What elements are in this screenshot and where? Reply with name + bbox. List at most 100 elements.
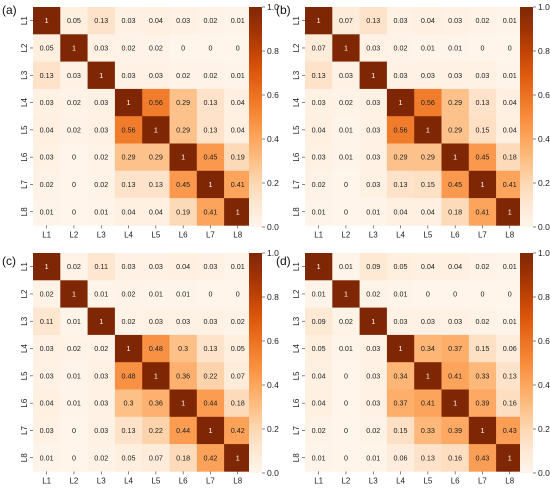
heatmap-cell [468, 444, 497, 472]
heatmap-cell [33, 334, 61, 363]
cell-value-label: 0.11 [40, 317, 53, 326]
cell-value-label: 0.03 [312, 153, 326, 162]
heatmap-cell [142, 362, 170, 390]
cell-value-label: 0.01 [94, 289, 108, 298]
heatmap-cell [196, 7, 225, 35]
y-tick-label: L5 [292, 125, 301, 134]
heatmap-cell [496, 170, 524, 199]
heatmap-cell [305, 116, 333, 144]
cell-value-label: 0.05 [312, 344, 326, 353]
heatmap-cell [468, 334, 497, 363]
heatmap-cell [33, 253, 61, 281]
heatmap-cell [332, 334, 360, 363]
panel-label: (b) [276, 3, 291, 17]
cell-value-label: 0.45 [448, 180, 462, 189]
cell-value-label: 0.05 [40, 43, 54, 52]
heatmap-cell [414, 7, 442, 35]
heatmap-cell [468, 362, 497, 390]
x-tick-label: L2 [341, 230, 350, 239]
cell-value-label: 0.02 [40, 180, 54, 189]
heatmap-cell [196, 334, 225, 363]
cell-value-label: 0 [344, 399, 348, 408]
cell-value-label: 0.13 [94, 16, 108, 25]
cell-value-label: 0.03 [149, 71, 163, 80]
cell-value-label: 1 [426, 125, 430, 134]
heatmap-cell [332, 7, 360, 35]
heatmap-cell [224, 170, 252, 199]
y-tick-label: L1 [20, 262, 29, 271]
heatmap-cell [496, 7, 524, 35]
cell-value-label: 0.3 [178, 344, 188, 353]
heatmap-cell [386, 34, 415, 62]
heatmap-cell [414, 362, 442, 390]
heatmap-cell [142, 198, 170, 226]
cell-value-label: 0.18 [176, 453, 190, 462]
heatmap-cell [196, 253, 225, 281]
heatmap-cell [359, 170, 388, 199]
cell-value-label: 0 [480, 43, 484, 52]
y-tick-label: L2 [20, 43, 29, 52]
heatmap-cell [359, 88, 388, 117]
heatmap-cell [169, 7, 198, 35]
y-tick-label: L3 [292, 316, 301, 325]
cell-value-label: 0.15 [394, 426, 408, 435]
heatmap-cell [87, 362, 116, 390]
cell-value-label: 0.34 [394, 371, 408, 380]
cell-value-label: 0.03 [366, 98, 380, 107]
heatmap-cell [414, 253, 442, 281]
cell-value-label: 0.41 [503, 180, 517, 189]
heatmap-cell [441, 389, 470, 418]
heatmap-cell [332, 389, 360, 418]
x-tick-label: L6 [451, 476, 460, 485]
cell-value-label: 0.22 [149, 426, 163, 435]
cell-value-label: 0.03 [366, 399, 380, 408]
colorbar-tick-label: 0.0 [267, 468, 279, 478]
heatmap-cell [196, 362, 225, 390]
colorbar-tick-label: 0.8 [538, 292, 550, 302]
heatmap-cell [441, 253, 470, 281]
cell-value-label: 0.06 [394, 453, 408, 462]
x-tick-label: L6 [451, 230, 460, 239]
heatmap-panel-1: (a)1 0.05 0.13 0.03 0.04 0.03 0.02 0.010.05 1 0.0… [2, 2, 279, 239]
heatmap-cell [60, 170, 88, 199]
cell-value-label: 0.01 [448, 43, 462, 52]
cell-value-label: 1 [399, 344, 403, 353]
x-tick-label: L8 [505, 230, 514, 239]
y-tick-label: L7 [292, 425, 301, 434]
y-tick-label: L4 [20, 344, 29, 353]
heatmap-cell [87, 334, 116, 363]
heatmap-cell [114, 7, 143, 35]
colorbar-tick-label: 0.6 [267, 336, 279, 346]
cell-value-label: 0.42 [231, 426, 245, 435]
cell-value-label: 0.03 [421, 317, 435, 326]
cell-value-label: 0.56 [122, 125, 136, 134]
heatmap-cell [114, 280, 143, 308]
cell-value-label: 1 [72, 289, 76, 298]
cell-value-label: 0 [344, 453, 348, 462]
cell-value-label: 1 [399, 98, 403, 107]
heatmap-cell [142, 61, 170, 90]
heatmap-cell [224, 389, 252, 418]
heatmap-cell [305, 143, 333, 172]
heatmap-cell [87, 61, 116, 90]
cell-value-label: 0.04 [40, 399, 54, 408]
x-tick-label: L2 [69, 230, 78, 239]
heatmap-cell [386, 444, 415, 472]
y-tick-label: L5 [292, 371, 301, 380]
heatmap-cell [468, 143, 497, 172]
cell-value-label: 0.13 [122, 426, 136, 435]
heatmap-cell [169, 170, 198, 199]
cell-value-label: 0.04 [503, 125, 517, 134]
cell-value-label: 0.13 [149, 180, 163, 189]
cell-value-label: 0.01 [176, 289, 190, 298]
x-tick-label: L3 [97, 230, 106, 239]
heatmap-cell [33, 34, 61, 62]
cell-value-label: 1 [208, 180, 212, 189]
cell-value-label: 0.29 [448, 125, 462, 134]
cell-value-label: 1 [72, 43, 76, 52]
colorbar-tick-label: 0.2 [538, 178, 550, 188]
heatmap-cell [414, 307, 442, 336]
cell-value-label: 0.13 [203, 98, 217, 107]
heatmap-cell [496, 416, 524, 445]
heatmap-cell [87, 389, 116, 418]
